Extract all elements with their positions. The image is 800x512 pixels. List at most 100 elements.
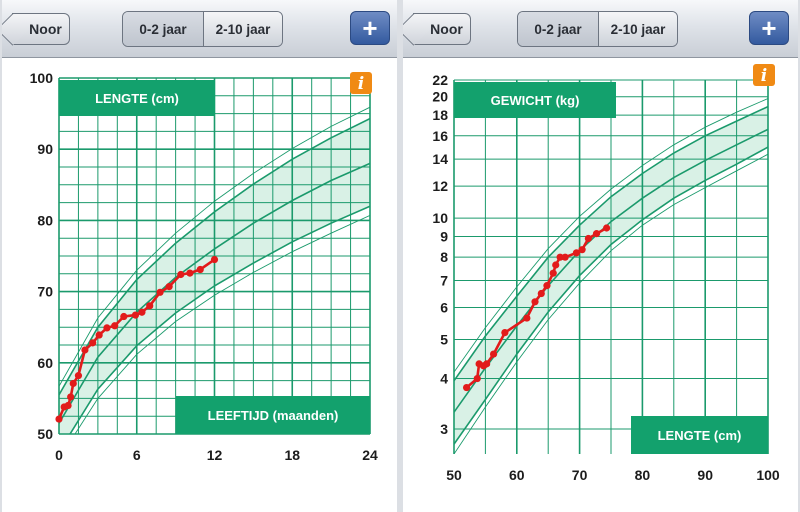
measurement-point[interactable] bbox=[578, 246, 586, 254]
measurement-point[interactable] bbox=[556, 253, 564, 261]
y-tick-label: 7 bbox=[440, 273, 448, 289]
add-measurement-button[interactable]: + bbox=[350, 11, 390, 45]
title-label-box bbox=[59, 80, 215, 116]
measurement-point[interactable] bbox=[483, 360, 491, 368]
reference-curve bbox=[454, 105, 768, 382]
measurement-point[interactable] bbox=[543, 282, 551, 290]
x-tick-label: 100 bbox=[756, 467, 780, 483]
measurement-point[interactable] bbox=[156, 288, 164, 296]
x-tick-label: 6 bbox=[133, 447, 141, 463]
weight-for-length-chart: GEWICHT (kg) LENGTE (cm) i 3 4 5 6 7 8 9 10 12 14 16 1… bbox=[432, 64, 780, 483]
y-tick-label: 3 bbox=[440, 421, 448, 437]
tab-2-10-jaar[interactable]: 2-10 jaar bbox=[598, 12, 677, 46]
reference-curve bbox=[59, 106, 370, 387]
measurement-point[interactable] bbox=[210, 255, 219, 264]
y-tick-label: 4 bbox=[440, 371, 448, 387]
y-tick-label: 80 bbox=[37, 212, 53, 228]
x-tick-label: 18 bbox=[284, 447, 300, 463]
measurement-point[interactable] bbox=[501, 329, 509, 337]
y-tick-label: 18 bbox=[432, 107, 448, 123]
x-tick-label: 80 bbox=[635, 467, 651, 483]
y-tick-label: 100 bbox=[30, 70, 54, 86]
y-tick-label: 14 bbox=[432, 151, 448, 167]
measurement-point[interactable] bbox=[473, 374, 481, 383]
x-tick-label: 50 bbox=[446, 467, 462, 483]
back-button[interactable]: Noor bbox=[413, 13, 471, 45]
xlabel-box bbox=[176, 396, 370, 434]
info-icon-glyph: i bbox=[358, 74, 364, 94]
chart-title: LENGTE (cm) bbox=[95, 91, 179, 106]
length-for-age-chart: LENGTE (cm)LEEFTIJD (maanden)i5060708090… bbox=[30, 70, 378, 463]
info-icon[interactable] bbox=[753, 64, 775, 86]
info-icon[interactable] bbox=[350, 72, 372, 94]
measurement-point[interactable] bbox=[177, 270, 185, 279]
measurement-point[interactable] bbox=[69, 379, 77, 388]
measurement-point[interactable] bbox=[196, 265, 204, 274]
measurement-point[interactable] bbox=[67, 393, 75, 401]
x-tick-label: 90 bbox=[697, 467, 713, 483]
measurement-point[interactable] bbox=[531, 298, 539, 306]
reference-curve bbox=[69, 205, 370, 434]
measurement-point[interactable] bbox=[186, 269, 194, 277]
y-tick-label: 90 bbox=[37, 141, 53, 157]
measurement-point[interactable] bbox=[89, 339, 97, 347]
measurement-point[interactable] bbox=[584, 234, 592, 243]
age-range-segmented-control: 0-2 jaar 2-10 jaar bbox=[122, 11, 283, 47]
back-button[interactable]: Noor bbox=[12, 13, 70, 45]
x-tick-label: 24 bbox=[362, 447, 378, 463]
measurement-point[interactable] bbox=[74, 372, 83, 380]
measurement-point[interactable] bbox=[165, 283, 173, 291]
x-axis-label: LEEFTIJD (maanden) bbox=[208, 408, 339, 423]
y-tick-label: 6 bbox=[440, 300, 448, 316]
tab-0-2-jaar[interactable]: 0-2 jaar bbox=[123, 12, 203, 46]
measurement-point[interactable] bbox=[103, 324, 111, 332]
y-tick-label: 8 bbox=[440, 249, 448, 265]
y-tick-label: 5 bbox=[440, 331, 448, 347]
x-axis-label: LENGTE (cm) bbox=[658, 428, 742, 443]
add-measurement-button[interactable]: + bbox=[749, 11, 789, 45]
measurement-point[interactable] bbox=[55, 415, 63, 423]
measurement-point[interactable] bbox=[462, 383, 471, 392]
info-icon-glyph: i bbox=[761, 66, 767, 86]
measurement-point[interactable] bbox=[95, 331, 103, 339]
y-tick-label: 70 bbox=[37, 284, 53, 300]
measurement-point[interactable] bbox=[81, 346, 89, 354]
reference-curve bbox=[454, 128, 768, 413]
measurement-point[interactable] bbox=[592, 230, 601, 238]
y-tick-label: 60 bbox=[37, 355, 53, 371]
x-tick-label: 12 bbox=[207, 447, 223, 463]
reference-curve bbox=[74, 214, 370, 434]
measurement-point[interactable] bbox=[561, 253, 569, 261]
y-tick-label: 22 bbox=[432, 72, 448, 88]
measurement-point[interactable] bbox=[64, 401, 72, 410]
tab-2-10-jaar[interactable]: 2-10 jaar bbox=[203, 12, 282, 46]
navigation-bar: Noor 0-2 jaar 2-10 jaar + bbox=[2, 0, 397, 58]
x-tick-label: 0 bbox=[55, 447, 63, 463]
measurement-point[interactable] bbox=[523, 314, 531, 322]
measurement-point[interactable] bbox=[572, 249, 581, 257]
measurement-point[interactable] bbox=[603, 224, 611, 232]
navigation-bar: Noor 0-2 jaar 2-10 jaar + bbox=[403, 0, 798, 58]
measurement-point[interactable] bbox=[131, 311, 140, 319]
title-label-box bbox=[454, 82, 616, 118]
reference-curve bbox=[59, 162, 370, 424]
reference-curve bbox=[454, 146, 768, 445]
tab-0-2-jaar[interactable]: 0-2 jaar bbox=[518, 12, 598, 46]
xlabel-box bbox=[631, 416, 768, 454]
measurement-point[interactable] bbox=[537, 289, 545, 298]
measurement-point[interactable] bbox=[552, 261, 560, 269]
reference-curve bbox=[454, 98, 768, 373]
measurement-point[interactable] bbox=[111, 322, 119, 330]
length-for-age-screen: Noor 0-2 jaar 2-10 jaar + LENGTE (cm) LEE… bbox=[2, 0, 397, 512]
y-tick-label: 16 bbox=[432, 128, 448, 144]
y-tick-label: 12 bbox=[432, 178, 448, 194]
chart-title: GEWICHT (kg) bbox=[491, 93, 580, 108]
measurement-point[interactable] bbox=[120, 312, 128, 321]
measurement-point[interactable] bbox=[146, 302, 154, 310]
x-tick-label: 70 bbox=[572, 467, 588, 483]
measurement-point[interactable] bbox=[138, 308, 146, 316]
measurement-point[interactable] bbox=[489, 350, 498, 358]
weight-for-length-screen: Noor 0-2 jaar 2-10 jaar + GEWICHT (kg) LE… bbox=[403, 0, 798, 512]
measurement-point[interactable] bbox=[549, 269, 557, 277]
age-range-segmented-control: 0-2 jaar 2-10 jaar bbox=[517, 11, 678, 47]
